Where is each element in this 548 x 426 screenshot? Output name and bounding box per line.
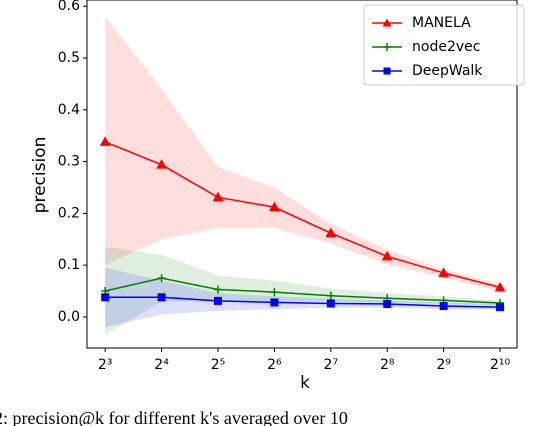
series-line [105, 296, 501, 308]
legend-label: node2vec [412, 39, 480, 55]
marker [496, 303, 505, 312]
marker [326, 299, 335, 308]
plot-frame [86, 0, 518, 349]
legend-marker [383, 67, 391, 75]
x-tick-label: 2⁷ [324, 357, 339, 373]
y-axis-label: precision [30, 137, 50, 214]
series-line [104, 141, 501, 289]
confidence-band [105, 16, 501, 292]
marker [494, 281, 506, 292]
x-tick-label: 2⁴ [154, 357, 169, 373]
x-tick-label: 2³ [98, 357, 113, 373]
marker [439, 302, 448, 311]
x-tick-label: 2¹⁰ [490, 357, 511, 373]
y-tick-label: 0.3 [58, 154, 80, 170]
caption: 2: precision@k for different k's average… [0, 408, 348, 426]
legend-marker [382, 18, 392, 27]
marker [326, 291, 335, 300]
legend-box [363, 4, 525, 86]
x-tick-label: 2⁸ [380, 357, 395, 373]
marker [157, 274, 166, 283]
marker [101, 293, 110, 302]
marker [213, 296, 222, 305]
x-tick-label: 2⁹ [436, 357, 451, 373]
y-tick-label: 0.6 [58, 0, 80, 14]
x-tick-label: 2⁵ [211, 357, 226, 373]
marker [270, 288, 279, 297]
marker [383, 299, 392, 308]
series-line [104, 277, 501, 304]
y-tick-label: 0.5 [58, 50, 80, 66]
legend-marker [383, 43, 391, 51]
x-axis-label: k [300, 373, 310, 393]
marker [213, 285, 222, 294]
marker [156, 159, 167, 169]
marker [270, 298, 279, 307]
marker [157, 293, 166, 302]
legend-label: DeepWalk [412, 63, 483, 79]
y-tick-label: 0.1 [58, 257, 80, 273]
confidence-band [105, 267, 501, 328]
y-tick-label: 0.0 [58, 309, 80, 325]
y-tick-label: 0.4 [58, 102, 80, 118]
marker [212, 191, 224, 202]
marker [269, 201, 280, 212]
marker [99, 136, 111, 146]
marker [438, 267, 449, 277]
legend-label: MANELA [412, 15, 471, 31]
confidence-band [105, 247, 501, 336]
y-tick-label: 0.2 [58, 205, 80, 221]
x-tick-label: 2⁶ [267, 357, 282, 373]
legend: MANELA node2vec DeepWalk [363, 4, 525, 86]
marker [325, 227, 337, 238]
marker [381, 250, 393, 261]
